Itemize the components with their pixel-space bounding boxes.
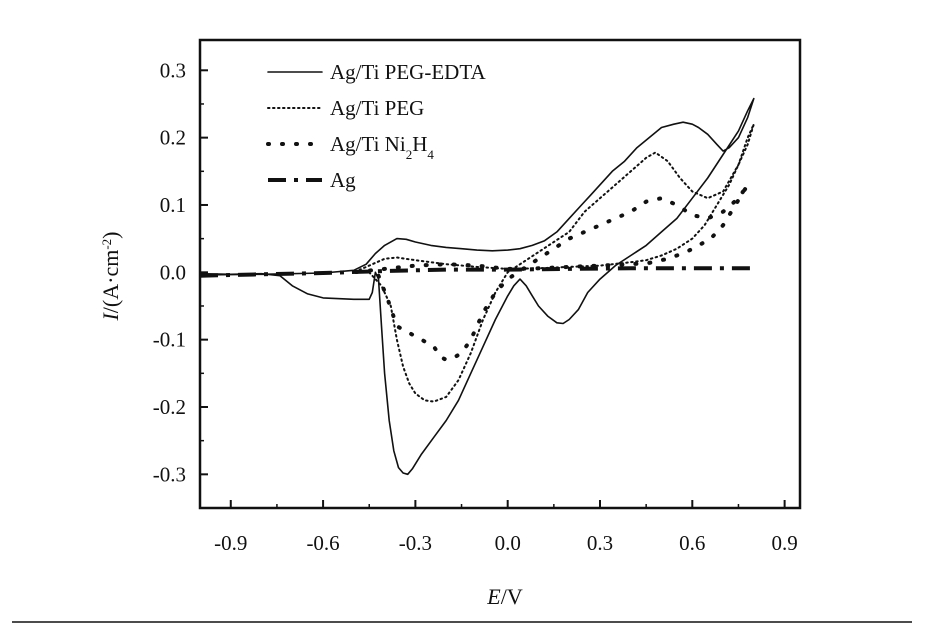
x-tick-label: -0.9 <box>214 531 247 555</box>
x-tick-label: 0.3 <box>587 531 613 555</box>
ticks-layer: -0.9 -0.6 -0.3 0.0 0.3 0.6 0.9 -0.3 -0.2 -0.1 0.0 0… <box>153 58 798 555</box>
plot-frame <box>198 38 802 510</box>
y-tick-label: 0.0 <box>160 260 186 284</box>
y-tick-label: 0.2 <box>160 126 186 150</box>
y-tick-label: -0.1 <box>153 328 186 352</box>
y-tick-label: 0.3 <box>160 58 186 82</box>
series-line-3 <box>351 182 750 362</box>
legend-label-1: Ag/Ti PEG-EDTA <box>330 60 486 84</box>
legend-label-2: Ag/Ti PEG <box>330 96 424 120</box>
x-tick-label: -0.3 <box>399 531 432 555</box>
x-tick-label: 0.6 <box>679 531 705 555</box>
y-axis-title: I/(A·cm-2) <box>98 231 123 321</box>
y-tick-label: -0.2 <box>153 395 186 419</box>
series-line-4 <box>199 266 754 278</box>
series-layer <box>199 97 755 476</box>
legend: Ag/Ti PEG-EDTA Ag/Ti PEG Ag/Ti Ni2H4 Ag <box>266 60 486 192</box>
legend-label-4: Ag <box>330 168 356 192</box>
x-tick-label: 0.9 <box>771 531 797 555</box>
x-tick-label: 0.0 <box>495 531 521 555</box>
x-axis-title: E/V <box>486 584 523 609</box>
y-tick-label: 0.1 <box>160 193 186 217</box>
legend-label-3: Ag/Ti Ni2H4 <box>330 132 434 162</box>
series-line-1 <box>199 97 755 476</box>
x-tick-label: -0.6 <box>306 531 339 555</box>
series-line-2 <box>352 123 755 403</box>
y-tick-label: -0.3 <box>153 462 186 486</box>
